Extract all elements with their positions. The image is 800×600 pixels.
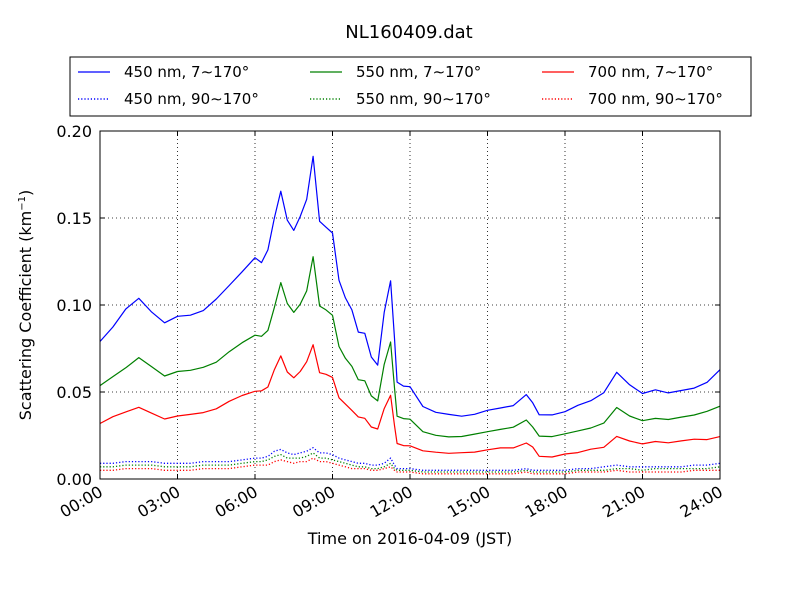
x-tick-label: 09:00 <box>289 482 338 522</box>
chart-title: NL160409.dat <box>345 22 472 43</box>
series-line <box>99 256 721 438</box>
y-tick-label: 0.05 <box>56 383 92 402</box>
y-axis-label-close: ) <box>16 190 35 196</box>
x-tick-label: 18:00 <box>522 482 571 522</box>
grid <box>100 131 720 479</box>
x-tick-label: 06:00 <box>212 482 261 522</box>
legend: 450 nm, 7∼170° 550 nm, 7∼170° 700 nm, 7∼17… <box>69 56 752 117</box>
y-axis-label-sup: −1 <box>17 196 28 211</box>
y-axis: 0.00 0.05 0.10 0.15 0.20 <box>56 122 720 489</box>
x-tick-label: 24:00 <box>677 482 726 522</box>
x-tick-label: 12:00 <box>367 482 416 522</box>
series-line <box>100 452 721 473</box>
y-tick-label: 0.10 <box>56 296 92 315</box>
legend-label: 550 nm, 90∼170° <box>356 90 491 108</box>
legend-label: 700 nm, 90∼170° <box>588 90 723 108</box>
x-axis-label: Time on 2016-04-09 (JST) <box>307 529 512 548</box>
legend-label: 700 nm, 7∼170° <box>588 63 713 81</box>
y-tick-label: 0.15 <box>56 209 92 228</box>
plot-area <box>99 130 721 480</box>
y-tick-label: 0.00 <box>56 470 92 489</box>
series-line <box>99 155 721 417</box>
y-axis-label-main: Scattering Coefficient (km <box>16 211 35 421</box>
legend-label: 450 nm, 90∼170° <box>124 90 259 108</box>
x-tick-label: 03:00 <box>134 482 183 522</box>
y-axis-label: Scattering Coefficient (km−1) <box>16 190 35 421</box>
x-tick-label: 15:00 <box>444 482 493 522</box>
x-tick-label: 21:00 <box>599 482 648 522</box>
legend-label: 450 nm, 7∼170° <box>124 63 249 81</box>
series-line <box>99 344 721 458</box>
legend-box <box>69 56 752 117</box>
series-layer <box>99 155 721 475</box>
legend-label: 550 nm, 7∼170° <box>356 63 481 81</box>
y-tick-label: 0.20 <box>56 122 92 141</box>
